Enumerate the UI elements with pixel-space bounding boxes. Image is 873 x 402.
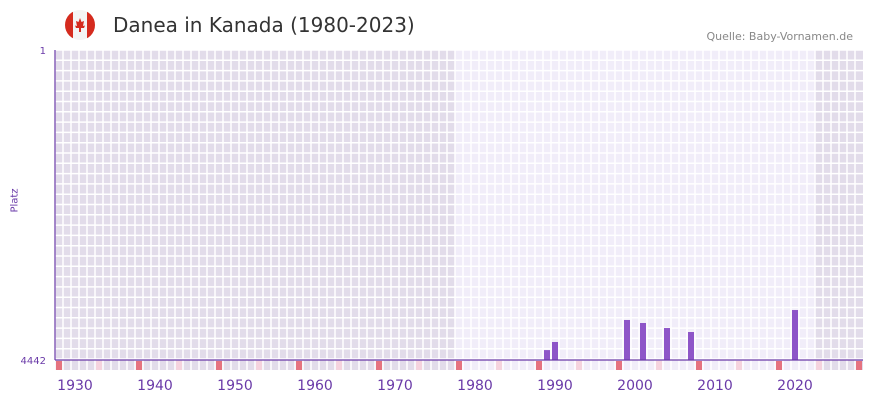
chart-title: Danea in Kanada (1980-2023) [113, 13, 415, 37]
decade-marker [56, 361, 62, 370]
decade-marker [856, 361, 862, 370]
y-tick-label: 1 [40, 46, 46, 57]
bar-2020 [792, 310, 798, 360]
bar-1990 [552, 341, 558, 360]
y-tick-label: 4442 [21, 356, 46, 367]
bar-2004 [664, 328, 670, 360]
half-decade-marker [256, 361, 262, 370]
decade-marker [296, 361, 302, 370]
half-decade-marker [736, 361, 742, 370]
half-decade-marker [416, 361, 422, 370]
source-link[interactable]: Quelle: Baby-Vornamen.de [706, 30, 853, 43]
x-tick-label: 2010 [697, 378, 733, 394]
x-tick-label: 1950 [217, 378, 253, 394]
decade-marker [776, 361, 782, 370]
x-tick-label: 1960 [297, 378, 333, 394]
half-decade-marker [576, 361, 582, 370]
half-decade-marker [96, 361, 102, 370]
decade-marker [696, 361, 702, 370]
x-tick-label: 1940 [137, 378, 173, 394]
decade-marker [136, 361, 142, 370]
decade-marker [536, 361, 542, 370]
decade-marker [616, 361, 622, 370]
half-decade-marker [496, 361, 502, 370]
bar-2001 [640, 323, 646, 360]
decade-marker [456, 361, 462, 370]
x-tick-label: 2000 [617, 378, 653, 394]
bar-1999 [624, 320, 630, 360]
x-tick-label: 1970 [377, 378, 413, 394]
x-tick-label: 1990 [537, 378, 573, 394]
x-tick-label: 1980 [457, 378, 493, 394]
x-tick-label: 2020 [777, 378, 813, 394]
half-decade-marker [816, 361, 822, 370]
decade-marker [216, 361, 222, 370]
canada-flag-icon [65, 10, 95, 40]
half-decade-marker [336, 361, 342, 370]
decade-marker [376, 361, 382, 370]
highlight-range [455, 50, 815, 370]
bar-1989 [544, 350, 550, 360]
bar-2007 [688, 332, 694, 360]
half-decade-marker [176, 361, 182, 370]
x-tick-label: 1930 [57, 378, 93, 394]
half-decade-marker [656, 361, 662, 370]
